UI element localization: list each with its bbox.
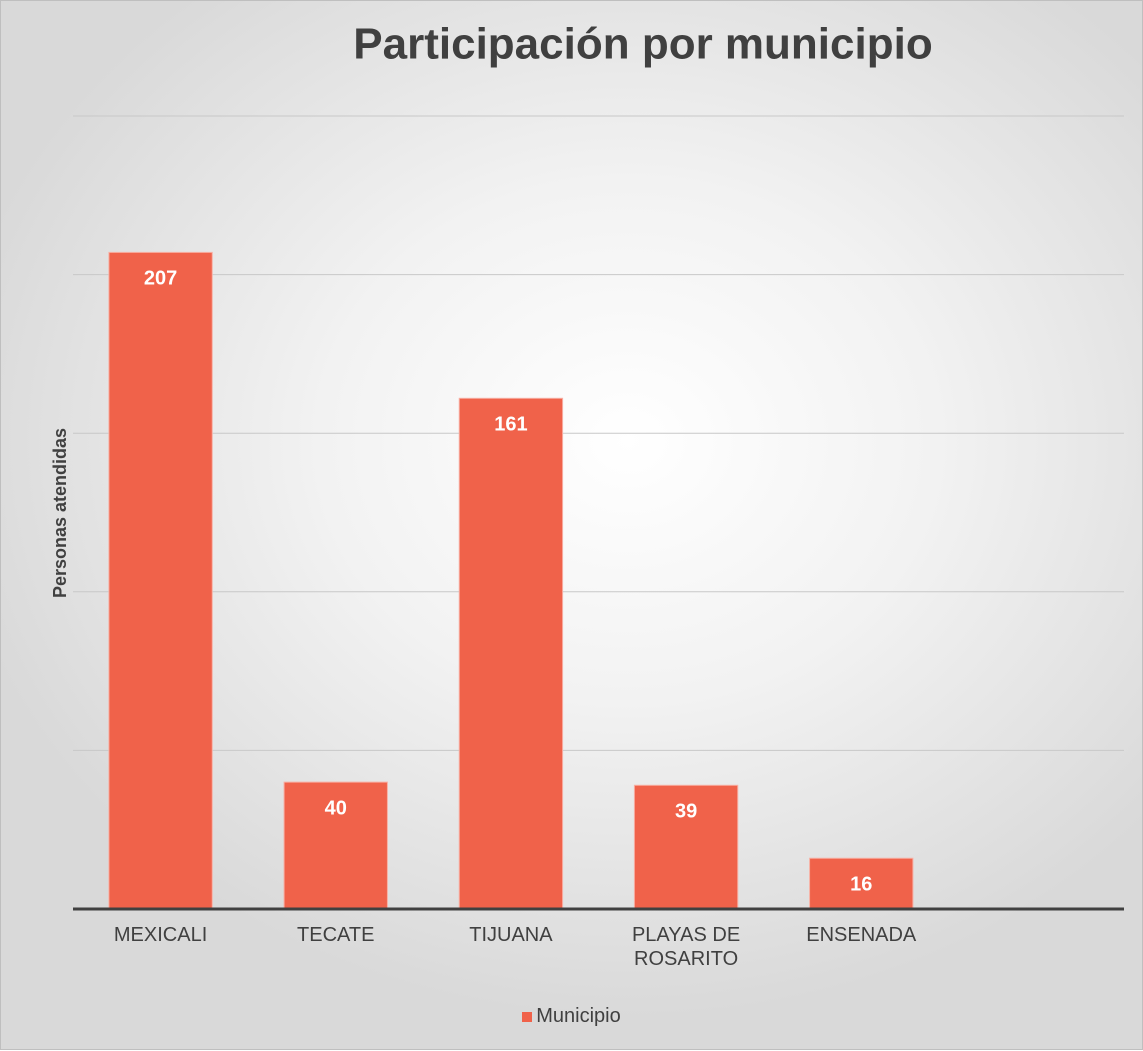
- data-label: 16: [850, 874, 872, 896]
- x-tick-label: ENSENADA: [806, 924, 917, 946]
- y-axis-label: Personas atendidas: [50, 428, 70, 598]
- x-tick-label: TECATE: [297, 924, 375, 946]
- bar: [809, 857, 914, 910]
- data-label: 161: [494, 414, 527, 436]
- legend-swatch: [522, 1012, 533, 1022]
- legend: Municipio: [1, 1005, 1142, 1028]
- bar: [633, 784, 739, 910]
- x-tick-label: PLAYAS DE ROSARITO: [631, 924, 741, 970]
- bar: [108, 251, 213, 910]
- data-label: 207: [144, 268, 177, 290]
- data-label: 39: [675, 801, 697, 823]
- bar: [458, 397, 564, 910]
- legend-label: Municipio: [536, 1005, 621, 1027]
- x-tick-label: TIJUANA: [469, 924, 553, 946]
- x-tick-label: MEXICALI: [113, 924, 208, 946]
- data-label: 40: [325, 797, 347, 819]
- chart-title: Participación por municipio: [353, 20, 932, 69]
